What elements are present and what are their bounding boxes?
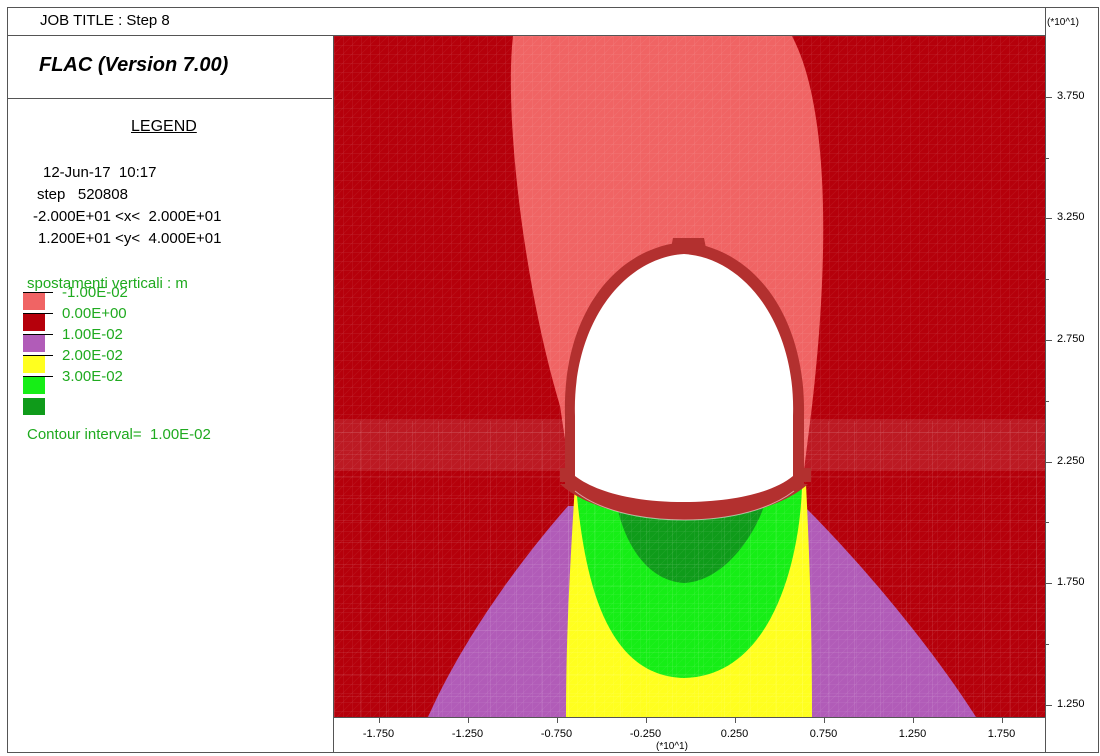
legend-row: 1.00E-02 bbox=[23, 326, 273, 352]
contour-svg bbox=[334, 36, 1046, 717]
x-tick-label: 0.750 bbox=[809, 728, 838, 740]
program-box: FLAC (Version 7.00) bbox=[7, 36, 332, 99]
y-minor-tick bbox=[1046, 461, 1049, 463]
y-minor-tick bbox=[1046, 157, 1049, 159]
x-tick-mark bbox=[1001, 718, 1003, 723]
x-tick-mark bbox=[467, 718, 469, 723]
x-tick-label: -0.750 bbox=[540, 728, 573, 740]
y-axis: 3.750 3.250 2.750 2.250 1.750 1.250 bbox=[1045, 7, 1099, 753]
y-minor-tick bbox=[1046, 340, 1049, 342]
legend-swatch bbox=[23, 335, 45, 352]
y-tick-label: 2.750 bbox=[1057, 333, 1085, 346]
y-tick-mark bbox=[1046, 96, 1052, 98]
x-axis-multiplier: (*10^1) bbox=[656, 741, 688, 752]
x-tick-mark bbox=[378, 718, 380, 723]
y-tick-label: 1.250 bbox=[1057, 697, 1085, 710]
y-tick-mark bbox=[1046, 461, 1052, 463]
y-minor-tick bbox=[1046, 644, 1049, 646]
job-title: JOB TITLE : Step 8 bbox=[40, 12, 170, 29]
legend-tick bbox=[23, 355, 53, 356]
x-tick-mark bbox=[645, 718, 647, 723]
x-tick-label: 1.250 bbox=[898, 728, 927, 740]
info-step: step 520808 bbox=[37, 186, 128, 203]
y-minor-tick bbox=[1046, 522, 1049, 524]
y-tick-label: 3.250 bbox=[1057, 211, 1085, 224]
legend-tick bbox=[23, 313, 53, 314]
x-tick-mark bbox=[734, 718, 736, 723]
legend-swatch bbox=[23, 314, 45, 331]
y-minor-tick bbox=[1046, 279, 1049, 281]
program-title: FLAC (Version 7.00) bbox=[39, 54, 229, 76]
legend-label: 3.00E-02 bbox=[62, 368, 123, 385]
y-minor-tick bbox=[1046, 96, 1049, 98]
legend-label: 1.00E-02 bbox=[62, 326, 123, 343]
lining-foot-right bbox=[789, 468, 811, 482]
y-tick-mark bbox=[1046, 218, 1052, 220]
title-bar: JOB TITLE : Step 8 bbox=[7, 7, 1045, 36]
y-tick-mark bbox=[1046, 583, 1052, 585]
x-tick-mark bbox=[823, 718, 825, 723]
lining-crown-joint bbox=[671, 238, 706, 248]
legend-label: -1.00E-02 bbox=[62, 284, 128, 301]
contour-interval: Contour interval= 1.00E-02 bbox=[27, 426, 211, 443]
x-tick-label: -0.250 bbox=[629, 728, 662, 740]
legend-swatch bbox=[23, 356, 45, 373]
y-minor-tick bbox=[1046, 218, 1049, 220]
legend-row: 3.00E-02 bbox=[23, 368, 273, 394]
legend-row: -1.00E-02 bbox=[23, 284, 273, 310]
x-tick-label: -1.250 bbox=[451, 728, 484, 740]
legend-row: 2.00E-02 bbox=[23, 347, 273, 373]
legend-swatch bbox=[23, 398, 45, 415]
info-date: 12-Jun-17 10:17 bbox=[43, 164, 157, 181]
legend-tick bbox=[23, 376, 53, 377]
y-minor-tick bbox=[1046, 583, 1049, 585]
legend-label: 0.00E+00 bbox=[62, 305, 127, 322]
contour-plot bbox=[334, 36, 1046, 717]
variable-title: spostamenti verticali : m bbox=[27, 275, 188, 292]
y-tick-label: 2.250 bbox=[1057, 454, 1085, 467]
legend-tick bbox=[23, 292, 53, 293]
legend-tick bbox=[23, 334, 53, 335]
legend-swatch bbox=[23, 377, 45, 394]
y-axis-multiplier: (*10^1) bbox=[1047, 17, 1079, 28]
y-minor-tick bbox=[1046, 400, 1049, 402]
x-tick-mark bbox=[556, 718, 558, 723]
y-tick-mark bbox=[1046, 340, 1052, 342]
info-y-range: 1.200E+01 <y< 4.000E+01 bbox=[38, 230, 222, 247]
y-minor-tick bbox=[1046, 704, 1049, 706]
invert-edge bbox=[574, 490, 795, 521]
x-tick-mark bbox=[912, 718, 914, 723]
legend-row: 0.00E+00 bbox=[23, 305, 273, 331]
plot-frame bbox=[7, 7, 1099, 753]
legend-label: 2.00E-02 bbox=[62, 347, 123, 364]
tunnel-opening bbox=[574, 254, 794, 502]
legend-heading: LEGEND bbox=[131, 118, 197, 135]
y-tick-label: 3.750 bbox=[1057, 89, 1085, 102]
legend-panel: FLAC (Version 7.00) LEGEND 12-Jun-17 10:… bbox=[7, 36, 334, 753]
y-tick-label: 1.750 bbox=[1057, 576, 1085, 589]
x-tick-label: 1.750 bbox=[987, 728, 1016, 740]
legend-row bbox=[23, 394, 273, 415]
y-tick-mark bbox=[1046, 704, 1052, 706]
x-axis: -1.750 -1.250 -0.750 -0.250 0.250 0.750 1.250 1… bbox=[334, 717, 1045, 753]
info-x-range: -2.000E+01 <x< 2.000E+01 bbox=[33, 208, 222, 225]
x-tick-label: -1.750 bbox=[362, 728, 395, 740]
x-tick-label: 0.250 bbox=[720, 728, 749, 740]
legend-swatch bbox=[23, 293, 45, 310]
